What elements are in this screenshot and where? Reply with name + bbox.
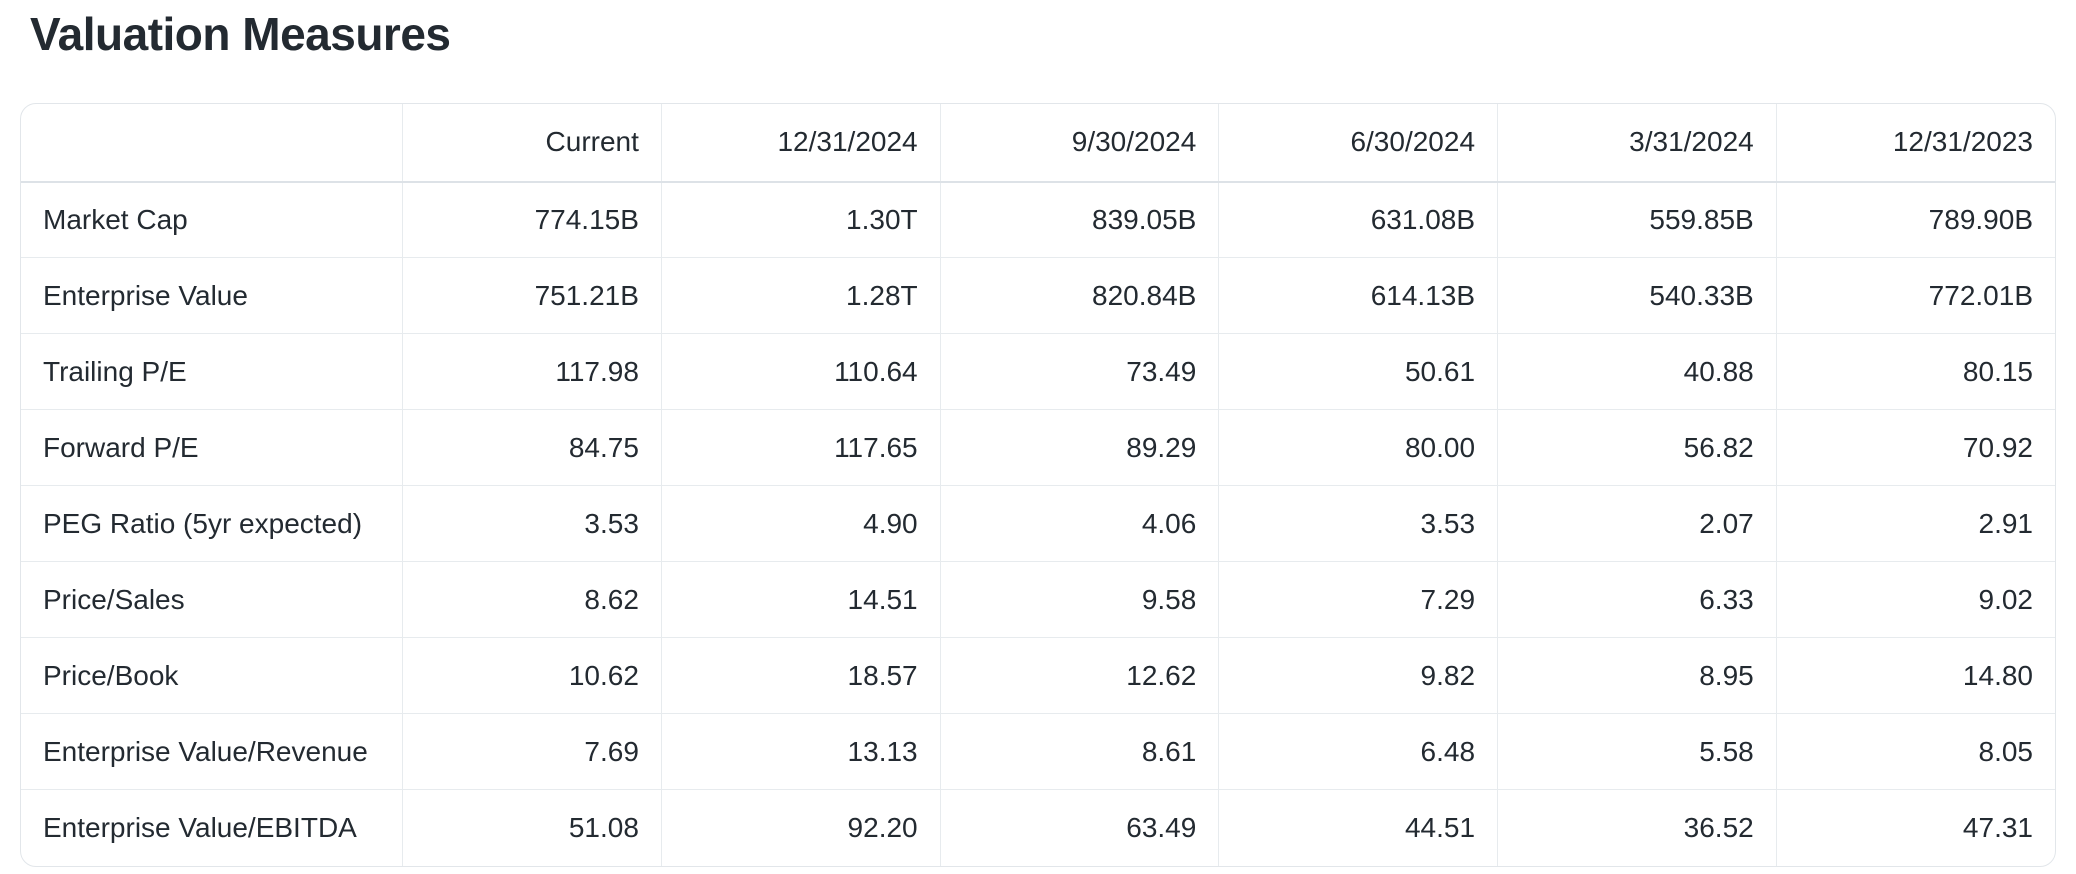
row-label: Enterprise Value — [21, 257, 403, 334]
cell-value: 820.84B — [940, 257, 1220, 334]
header-cell-blank — [21, 103, 403, 183]
header-cell-date: 12/31/2024 — [661, 103, 941, 183]
cell-value: 10.62 — [402, 637, 662, 714]
cell-value: 7.69 — [402, 713, 662, 790]
cell-value: 40.88 — [1497, 333, 1777, 410]
cell-value: 51.08 — [402, 789, 662, 866]
cell-value: 44.51 — [1218, 789, 1499, 866]
row-label: Forward P/E — [21, 409, 403, 486]
cell-value: 9.82 — [1218, 637, 1499, 714]
cell-value: 8.95 — [1497, 637, 1777, 714]
cell-value: 751.21B — [402, 257, 662, 334]
header-cell-date: 3/31/2024 — [1497, 103, 1777, 183]
table-row-price-book: Price/Book 10.62 18.57 12.62 9.82 8.95 1… — [21, 637, 2055, 714]
cell-value: 1.28T — [661, 257, 941, 334]
cell-value: 631.08B — [1218, 181, 1499, 258]
cell-value: 73.49 — [940, 333, 1220, 410]
cell-value: 110.64 — [661, 333, 941, 410]
cell-value: 774.15B — [402, 181, 662, 258]
cell-value: 9.02 — [1978, 583, 2034, 615]
cell-value: 89.29 — [940, 409, 1220, 486]
header-cell-date: 9/30/2024 — [940, 103, 1220, 183]
cell-value: 70.92 — [1962, 431, 2033, 463]
row-label: Price/Sales — [21, 561, 403, 638]
cell-value: 839.05B — [940, 181, 1220, 258]
cell-value: 8.61 — [940, 713, 1220, 790]
row-label: Enterprise Value/EBITDA — [21, 789, 403, 866]
cell-value: 8.05 — [1978, 735, 2034, 767]
cell-value: 7.29 — [1218, 561, 1499, 638]
cell-value: 80.00 — [1218, 409, 1499, 486]
cell-value: 9.58 — [940, 561, 1220, 638]
row-label: Price/Book — [21, 637, 403, 714]
cell-value: 8.62 — [402, 561, 662, 638]
cell-value: 47.31 — [1962, 812, 2033, 844]
table-header-row: Current 12/31/2024 9/30/2024 6/30/2024 3… — [21, 103, 2055, 183]
cell-value: 14.51 — [661, 561, 941, 638]
cell-value: 92.20 — [661, 789, 941, 866]
row-label: Enterprise Value/Revenue — [21, 713, 403, 790]
table-row-peg-ratio: PEG Ratio (5yr expected) 3.53 4.90 4.06 … — [21, 485, 2055, 562]
header-cell-current: Current — [402, 103, 662, 183]
valuation-measures-table: Current 12/31/2024 9/30/2024 6/30/2024 3… — [21, 103, 2055, 866]
cell-value: 3.53 — [402, 485, 662, 562]
cell-value: 614.13B — [1218, 257, 1499, 334]
header-cell-date: 6/30/2024 — [1218, 103, 1499, 183]
cell-value: 772.01B — [1928, 279, 2033, 311]
cell-value: 14.80 — [1962, 659, 2033, 691]
table-row-enterprise-value: Enterprise Value 751.21B 1.28T 820.84B 6… — [21, 257, 2055, 334]
cell-value: 2.07 — [1497, 485, 1777, 562]
cell-value: 80.15 — [1962, 355, 2033, 387]
cell-value: 117.98 — [402, 333, 662, 410]
cell-value: 6.48 — [1218, 713, 1499, 790]
table-row-market-cap: Market Cap 774.15B 1.30T 839.05B 631.08B… — [21, 181, 2055, 258]
cell-value: 5.58 — [1497, 713, 1777, 790]
cell-value: 13.13 — [661, 713, 941, 790]
cell-value: 540.33B — [1497, 257, 1777, 334]
cell-value: 3.53 — [1218, 485, 1499, 562]
row-label: Market Cap — [21, 181, 403, 258]
valuation-measures-table-container: Current 12/31/2024 9/30/2024 6/30/2024 3… — [20, 102, 2056, 867]
cell-value: 559.85B — [1497, 181, 1777, 258]
table-row-trailing-pe: Trailing P/E 117.98 110.64 73.49 50.61 4… — [21, 333, 2055, 410]
table-row-price-sales: Price/Sales 8.62 14.51 9.58 7.29 6.33 9.… — [21, 561, 2055, 638]
row-label: Trailing P/E — [21, 333, 403, 410]
header-cell-date: 12/31/2023 — [1776, 103, 2055, 183]
cell-value: 12.62 — [940, 637, 1220, 714]
page-title: Valuation Measures — [30, 8, 451, 60]
table-row-ev-revenue: Enterprise Value/Revenue 7.69 13.13 8.61… — [21, 713, 2055, 790]
cell-value: 84.75 — [402, 409, 662, 486]
table-row-forward-pe: Forward P/E 84.75 117.65 89.29 80.00 56.… — [21, 409, 2055, 486]
cell-value: 36.52 — [1497, 789, 1777, 866]
cell-value: 4.06 — [940, 485, 1220, 562]
table-row-ev-ebitda: Enterprise Value/EBITDA 51.08 92.20 63.4… — [21, 789, 2055, 866]
cell-value: 4.90 — [661, 485, 941, 562]
cell-value: 50.61 — [1218, 333, 1499, 410]
cell-value: 2.91 — [1978, 507, 2034, 539]
cell-value: 1.30T — [661, 181, 941, 258]
cell-value: 56.82 — [1497, 409, 1777, 486]
cell-value: 6.33 — [1497, 561, 1777, 638]
cell-value: 117.65 — [661, 409, 941, 486]
row-label: PEG Ratio (5yr expected) — [21, 485, 403, 562]
cell-value: 63.49 — [940, 789, 1220, 866]
cell-value: 789.90B — [1928, 204, 2033, 236]
cell-value: 18.57 — [661, 637, 941, 714]
